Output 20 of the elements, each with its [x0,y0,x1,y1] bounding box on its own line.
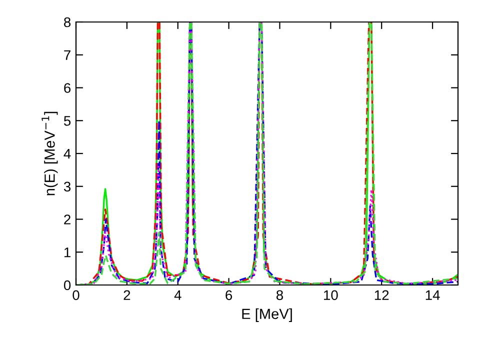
x-axis-title: E [MeV] [242,308,292,322]
x-tick-label: 6 [226,290,232,300]
x-tick-label: 10 [324,290,338,300]
y-axis-title: n(E) [MeV$^{−1}$] [42,112,58,196]
y-tick-label: 3 [64,182,71,192]
x-tick-label: 8 [276,290,283,300]
x-tick-label: 12 [374,290,389,300]
y-tick-label: 6 [64,83,71,93]
line-series [76,22,458,285]
y-tick-label: 2 [64,214,70,224]
x-tick-label: 2 [124,290,130,300]
y-tick-label: 4 [64,148,71,159]
x-tick-label: 14 [426,290,440,300]
x-tick-label: 0 [72,290,80,300]
y-tick-label: 5 [64,116,71,126]
y-tick-label: 8 [64,17,71,28]
y-tick-label: 7 [64,50,70,60]
y-tick-label: 1 [64,248,70,258]
x-tick-label: 4 [174,290,182,300]
y-tick-label: 0 [64,280,71,290]
